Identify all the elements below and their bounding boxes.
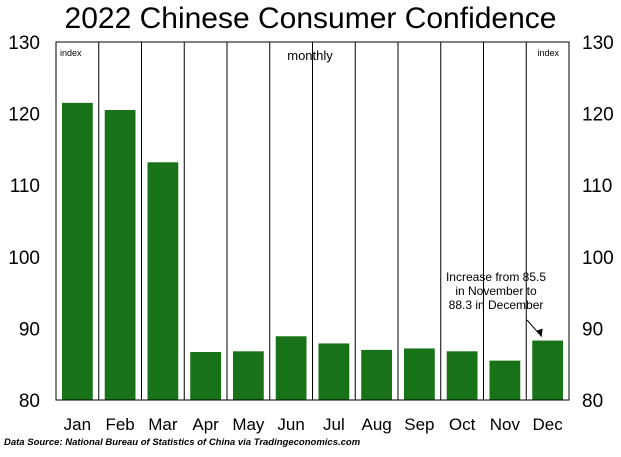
x-tick-label: Mar <box>148 415 178 434</box>
y-axis-right: 80 90 100 110 120 130 <box>582 33 614 412</box>
y-tick-label-right: 130 <box>582 33 614 54</box>
y-tick-label-right: 100 <box>582 248 614 269</box>
x-tick-label: Jun <box>277 415 304 434</box>
bar-apr <box>190 352 222 400</box>
bar-may <box>232 351 264 400</box>
x-tick-label: Nov <box>490 415 521 434</box>
x-tick-label: Feb <box>105 415 134 434</box>
bar-dec <box>532 340 564 400</box>
y-tick-label-left: 130 <box>8 33 40 54</box>
x-tick-label: Sep <box>404 415 434 434</box>
y-tick-label-right: 110 <box>582 176 612 197</box>
x-tick-label: Oct <box>449 415 476 434</box>
unit-label-right: index <box>537 48 559 58</box>
bar-aug <box>361 349 393 400</box>
plot-frame <box>55 41 570 401</box>
y-axis-left: 80 90 100 110 120 130 <box>8 33 40 412</box>
chart-title: 2022 Chinese Consumer Confidence <box>64 2 557 35</box>
bar-jun <box>275 336 307 400</box>
source-note: Data Source: National Bureau of Statisti… <box>4 437 361 448</box>
bar-mar <box>147 162 179 400</box>
annotation-line: in November to <box>455 284 537 298</box>
bar-sep <box>403 348 435 400</box>
unit-label-left: index <box>60 48 82 58</box>
y-tick-label-left: 110 <box>10 176 40 197</box>
bar-layer <box>61 102 564 401</box>
y-tick-label-right: 80 <box>582 391 603 412</box>
x-tick-label: Dec <box>533 415 564 434</box>
bar-oct <box>446 351 478 400</box>
x-tick-label: Jul <box>323 415 345 434</box>
x-axis: Jan Feb Mar Apr May Jun Jul Aug Sep Oct Nov Dec <box>64 415 564 434</box>
x-tick-label: Aug <box>362 415 392 434</box>
y-tick-label-right: 120 <box>582 105 614 126</box>
bar-nov <box>489 360 521 400</box>
annotation-line: 88.3 in December <box>449 298 544 312</box>
x-tick-label: Apr <box>192 415 219 434</box>
arrow-head <box>536 328 543 337</box>
y-tick-label-left: 100 <box>8 248 40 269</box>
x-tick-label: Jan <box>64 415 91 434</box>
bar-jan <box>61 102 93 401</box>
bar-jul <box>318 343 350 400</box>
y-tick-label-left: 90 <box>19 319 40 340</box>
annotation-line: Increase from 85.5 <box>446 270 546 284</box>
y-tick-label-left: 120 <box>8 105 40 126</box>
y-tick-label-left: 80 <box>19 391 40 412</box>
y-tick-label-right: 90 <box>582 319 603 340</box>
chart-subtitle: monthly <box>287 48 333 63</box>
grid-layer <box>98 42 527 400</box>
x-tick-label: May <box>232 415 265 434</box>
bar-feb <box>104 110 136 401</box>
annotation-arrow <box>526 319 542 337</box>
